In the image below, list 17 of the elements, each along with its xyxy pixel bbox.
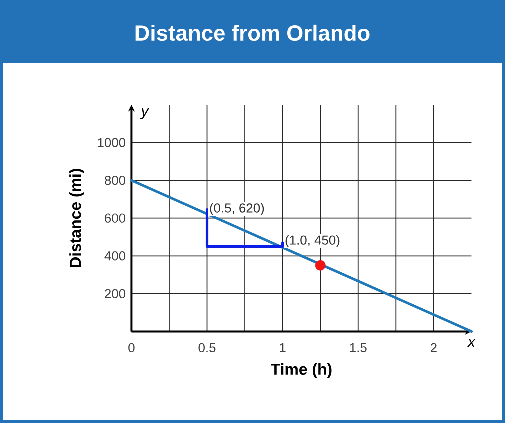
- x-tick-label: 0: [128, 343, 135, 353]
- x-tick-label: 2: [430, 343, 437, 352]
- annotation: y: [140, 108, 150, 120]
- y-tick-label: 400: [104, 252, 126, 261]
- y-axis-title: Distance (mi): [70, 169, 84, 268]
- annotation: (1.0, 450): [286, 235, 340, 248]
- annotation: (0.5, 620): [210, 203, 264, 216]
- y-tick-label: 1000: [98, 138, 126, 148]
- x-tick-label: 0.5: [198, 343, 216, 353]
- chart-title: Distance from Orlando: [136, 24, 370, 42]
- x-tick-label: 1: [280, 343, 286, 352]
- y-tick-label: 200: [105, 289, 126, 298]
- text: x: [467, 339, 476, 348]
- y-tick-label: 800: [105, 176, 126, 186]
- x-tick-label: 1.5: [350, 343, 367, 352]
- y-tick-label: 600: [105, 214, 126, 223]
- x-axis-title: Time (h): [271, 363, 332, 378]
